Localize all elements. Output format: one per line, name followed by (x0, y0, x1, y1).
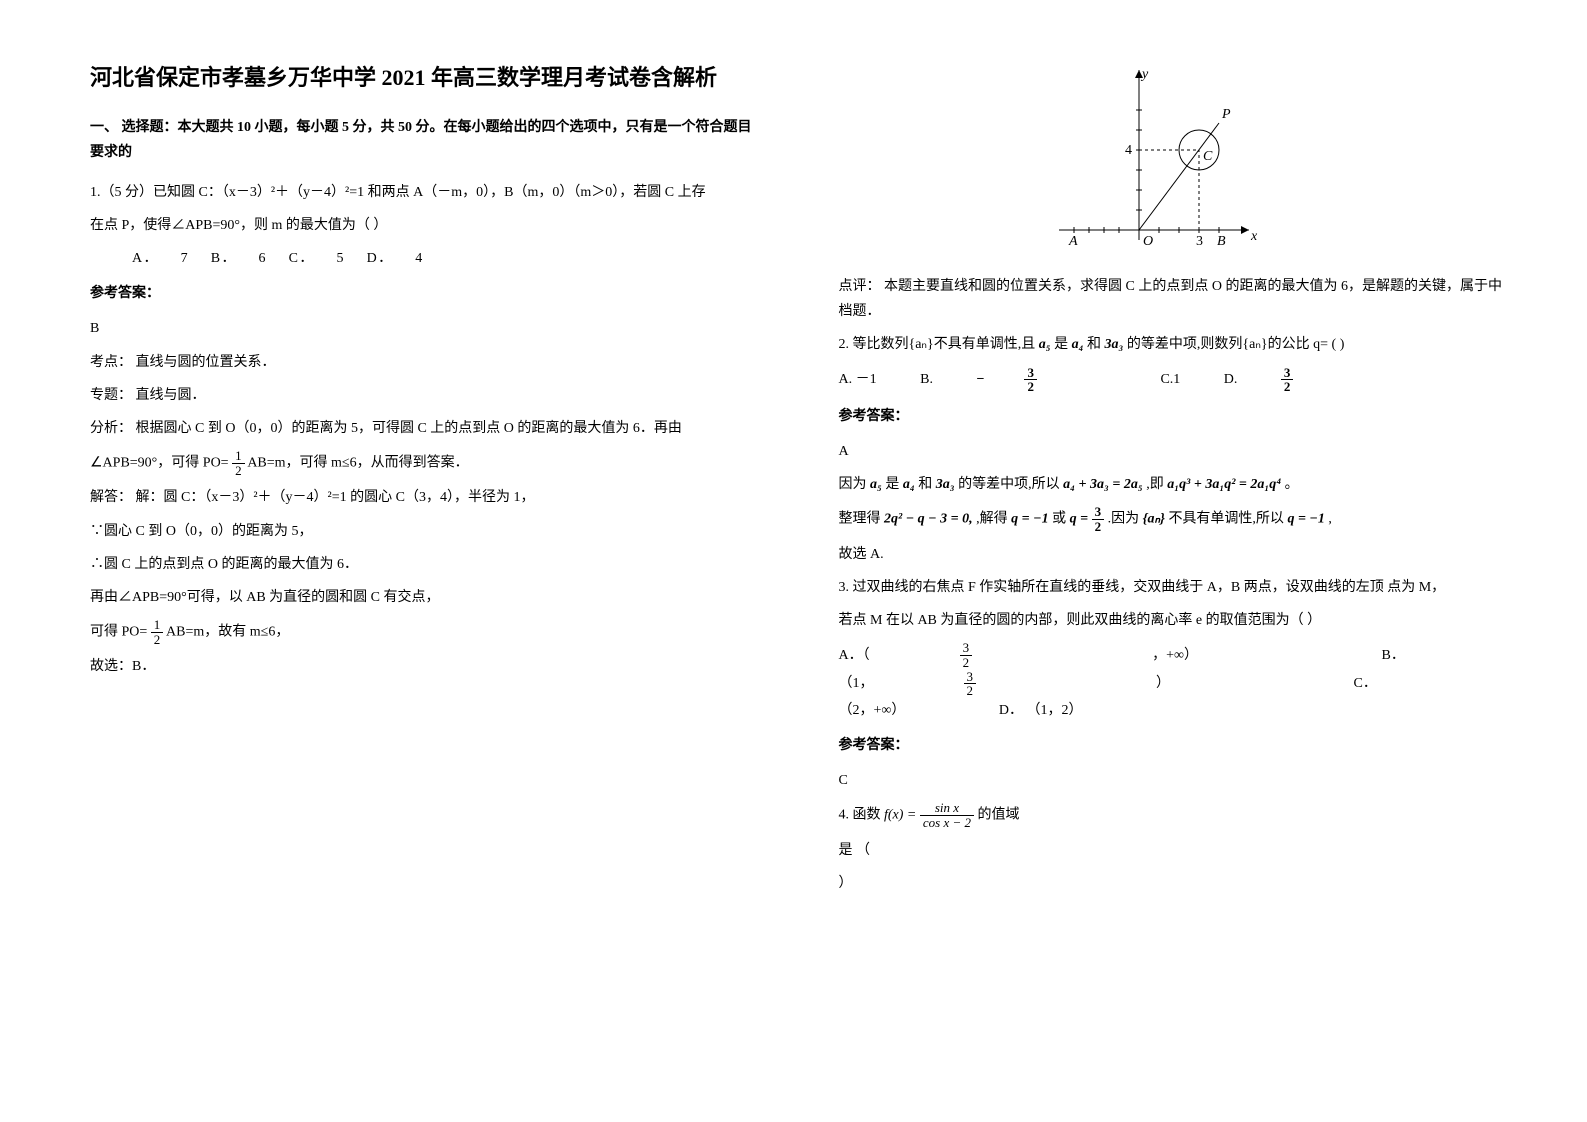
jieda-3: ∴圆 C 上的点到点 O 的距离的最大值为 6． (90, 552, 759, 577)
answer-label: 参考答案： (839, 733, 1508, 758)
answer-label: 参考答案： (839, 404, 1508, 429)
q2-options: A. －1 B. − 3 2 C.1 D. 3 2 (839, 366, 1508, 394)
q1-line1: 1.（5 分）已知圆 C：（x－3）²＋（y－4）²=1 和两点 A（－m，0）… (90, 180, 759, 205)
kaodian: 考点： 直线与圆的位置关系． (90, 350, 759, 375)
svg-text:y: y (1140, 67, 1149, 82)
q2-sol-1: 因为 a₅ 是 a₄ 和 3a₃ 的等差中项,所以 a₄ + 3a₃ = 2a₅… (839, 472, 1508, 497)
answer-value: A (839, 439, 1508, 464)
q2-sol-3: 故选 A. (839, 542, 1508, 567)
answer-value: B (90, 316, 759, 341)
zhuanti: 专题： 直线与圆． (90, 383, 759, 408)
q3-line1: 3. 过双曲线的右焦点 F 作实轴所在直线的垂线，交双曲线于 A，B 两点，设双… (839, 575, 1508, 600)
section-heading: 一、 选择题：本大题共 10 小题，每小题 5 分，共 50 分。在每小题给出的… (90, 115, 759, 165)
svg-text:B: B (1217, 234, 1226, 249)
svg-text:A: A (1068, 234, 1078, 249)
dianping: 点评： 本题主要直线和圆的位置关系，求得圆 C 上的点到点 O 的距离的最大值为… (839, 274, 1508, 324)
fraction-half: 1 2 (151, 618, 164, 646)
fenxi-2: ∠APB=90°，可得 PO= 1 2 AB=m，可得 m≤6，从而得到答案． (90, 449, 759, 477)
svg-text:x: x (1250, 229, 1258, 244)
svg-text:O: O (1143, 234, 1153, 249)
fraction-half: 1 2 (232, 449, 245, 477)
q1-figure: y x A O 3 B 4 C P (1039, 60, 1269, 260)
q1-line2: 在点 P，使得∠APB=90°，则 m 的最大值为（ ） (90, 213, 759, 238)
q3-line2: 若点 M 在以 AB 为直径的圆的内部，则此双曲线的离心率 e 的取值范围为（ … (839, 608, 1508, 633)
answer-value: C (839, 768, 1508, 793)
q2-sol-2: 整理得 2q² − q − 3 = 0, ,解得 q = −1 或 q = 3 … (839, 505, 1508, 533)
page-title: 河北省保定市孝墓乡万华中学 2021 年高三数学理月考试卷含解析 (90, 60, 759, 95)
answer-label: 参考答案： (90, 281, 759, 306)
q3-options: A．（ 3 2 ，+∞） B． （1， 3 2 ） C．（2，+∞） D． （1… (839, 641, 1508, 723)
q2-stem: 2. 等比数列{aₙ}不具有单调性,且 a₅ 是 a₄ 和 3a₃ 的等差中项,… (839, 332, 1508, 357)
svg-text:P: P (1221, 107, 1231, 122)
svg-text:C: C (1203, 149, 1213, 164)
jieda-2: ∵圆心 C 到 O（0，0）的距离为 5， (90, 519, 759, 544)
svg-text:3: 3 (1196, 234, 1203, 249)
jieda-4: 再由∠APB=90°可得，以 AB 为直径的圆和圆 C 有交点， (90, 585, 759, 610)
q4-stem: 4. 函数 f(x) = sin x cos x − 2 的值域 (839, 801, 1508, 829)
svg-text:4: 4 (1125, 143, 1132, 158)
q4-line3: ） (839, 871, 1508, 896)
jieda-6: 故选：B． (90, 654, 759, 679)
jieda-5: 可得 PO= 1 2 AB=m，故有 m≤6， (90, 618, 759, 646)
q1-choices: A． 7 B． 6 C． 5 D． 4 (132, 246, 759, 271)
fenxi-1: 分析： 根据圆心 C 到 O（0，0）的距离为 5，可得圆 C 上的点到点 O … (90, 416, 759, 441)
q4-line2: 是 （ (839, 838, 1508, 863)
jieda-1: 解答： 解：圆 C：（x－3）²＋（y－4）²=1 的圆心 C（3，4），半径为… (90, 485, 759, 510)
